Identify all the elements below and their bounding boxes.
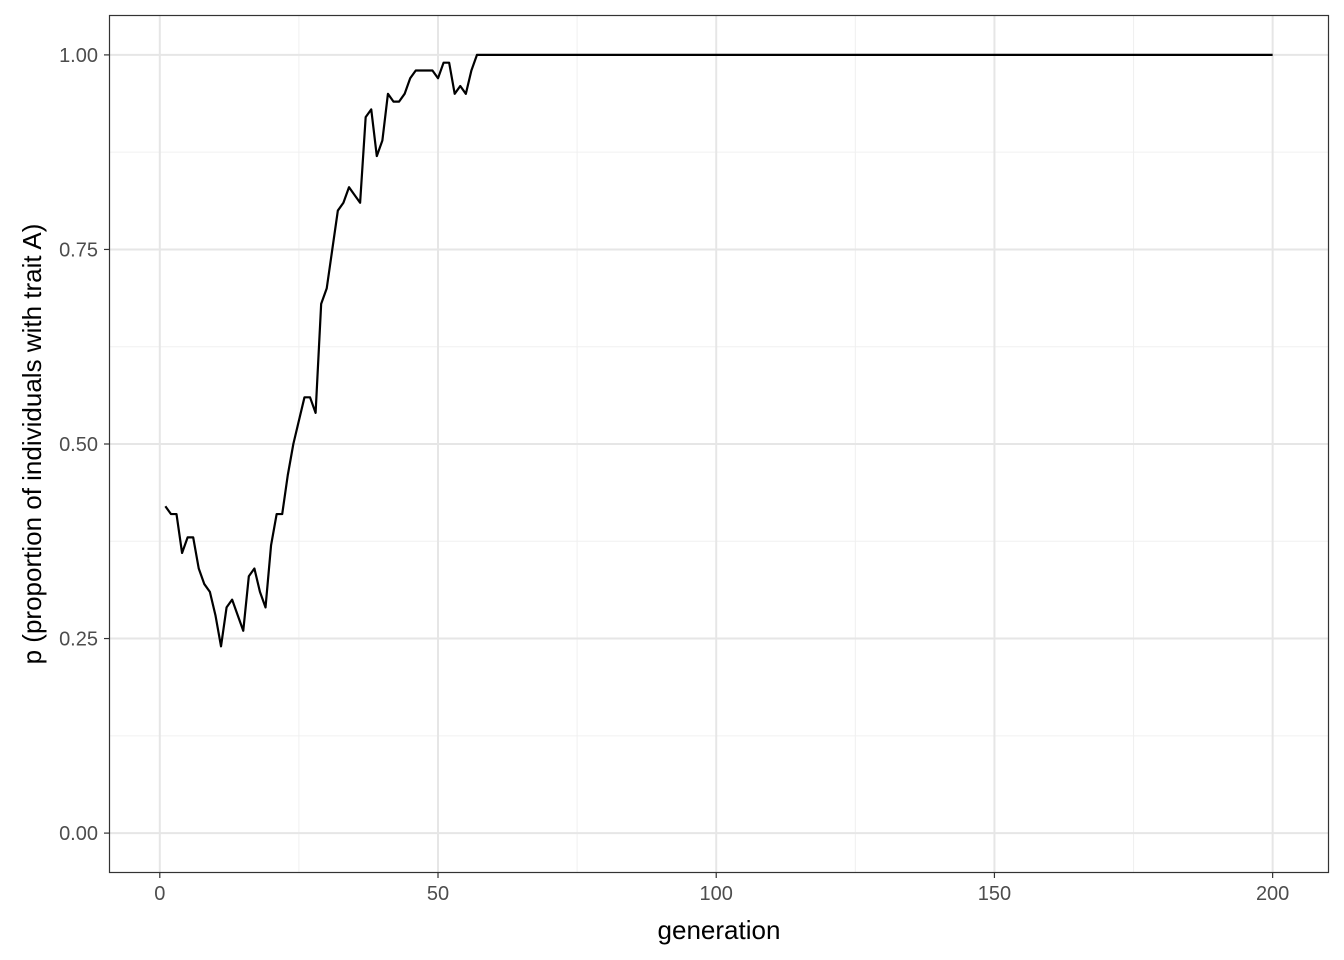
series-line [164, 53, 1273, 648]
y-tick-label: 0.75 [59, 239, 98, 261]
y-tick-label: 1.00 [59, 45, 98, 67]
y-axis: 0.00 0.25 0.50 0.75 1.00 [59, 45, 110, 845]
minor-gridlines [110, 16, 1328, 872]
y-axis-title: p (proportion of individuals with trait … [17, 224, 47, 665]
y-tick-label: 0.25 [59, 629, 98, 651]
x-axis-title: generation [658, 915, 781, 945]
x-tick-label: 150 [978, 883, 1011, 905]
x-tick-label: 50 [427, 883, 449, 905]
x-axis: 0 50 100 150 200 [154, 872, 1289, 905]
x-tick-label: 0 [154, 883, 165, 905]
y-tick-label: 0.50 [59, 434, 98, 456]
x-tick-label: 200 [1256, 883, 1289, 905]
x-tick-label: 100 [700, 883, 733, 905]
y-tick-label: 0.00 [59, 823, 98, 845]
series-layer [164, 53, 1273, 648]
